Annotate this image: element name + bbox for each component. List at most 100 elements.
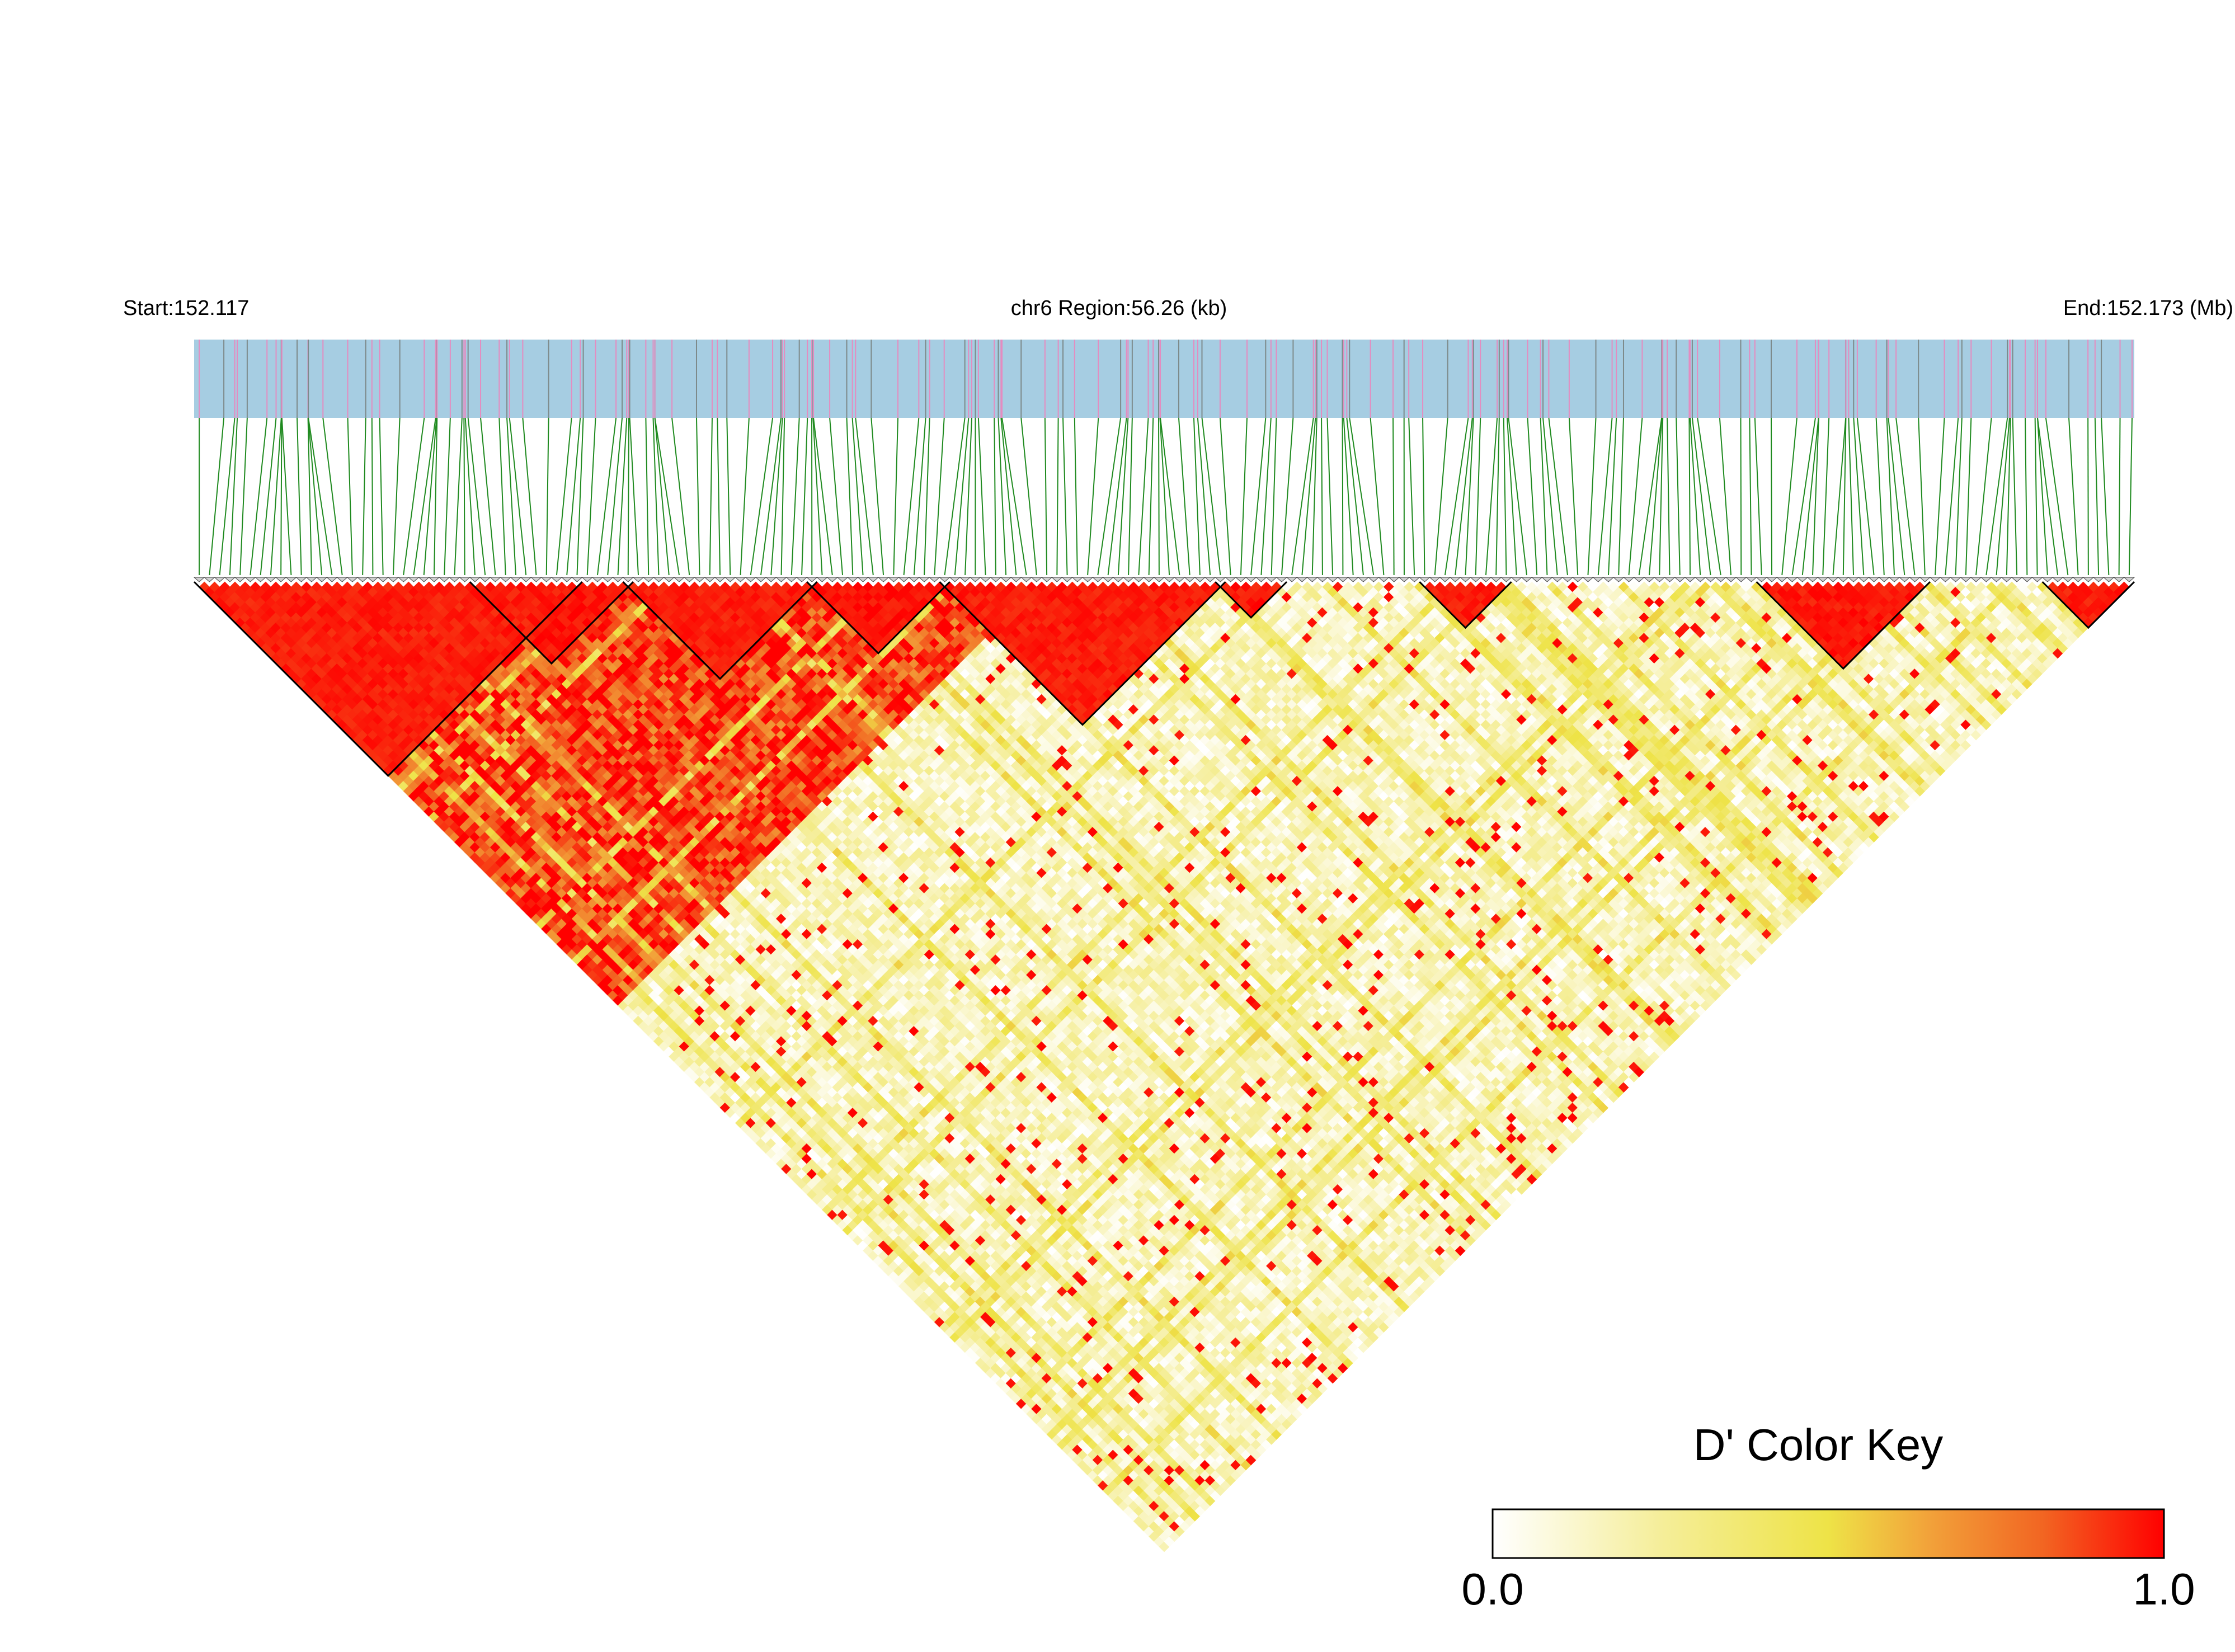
snp-connector	[2013, 418, 2017, 575]
snp-connector	[1541, 418, 1547, 575]
snp-connector	[1528, 418, 1537, 575]
snp-connector	[1409, 418, 1414, 575]
snp-connector	[813, 418, 822, 575]
snp-connector	[1282, 418, 1293, 575]
snp-connector	[1160, 418, 1179, 575]
snp-connector	[1220, 418, 1231, 575]
snp-connector	[261, 418, 276, 575]
snp-connector	[994, 418, 996, 575]
snp-connector	[510, 418, 526, 575]
snp-connector	[1588, 418, 1596, 575]
snp-connector	[1935, 418, 1944, 575]
snp-connector	[1508, 418, 1527, 575]
snp-connector	[1543, 418, 1558, 575]
snp-connector	[1966, 418, 1971, 575]
snp-connector	[802, 418, 807, 575]
snp-connector	[672, 418, 689, 575]
snp-connector	[1251, 418, 1265, 575]
snp-connector	[1496, 418, 1499, 575]
snp-connector	[1476, 418, 1481, 575]
snp-connector	[608, 418, 622, 575]
snp-connector	[1344, 418, 1353, 575]
snp-connector	[1549, 418, 1568, 575]
snp-connector	[2046, 418, 2068, 575]
snp-connector	[1088, 418, 1098, 575]
snp-connector	[1740, 418, 1741, 575]
snp-connector	[1857, 418, 1874, 575]
snp-connector-lines	[199, 418, 2132, 575]
snp-connector	[597, 418, 616, 575]
snp-connector	[847, 418, 853, 575]
snp-connector	[444, 418, 450, 575]
snp-connector	[697, 418, 700, 575]
snp-connector	[1569, 418, 1578, 575]
snp-connector	[1075, 418, 1077, 575]
snp-connector	[240, 418, 247, 575]
snp-connector	[978, 418, 986, 575]
snp-connector	[1782, 418, 1797, 575]
snp-connector	[1179, 418, 1190, 575]
snp-connector	[871, 418, 883, 575]
snp-connector	[1689, 418, 1690, 575]
snp-connector	[1667, 418, 1669, 575]
region-title-label: chr6 Region:56.26 (kb)	[1011, 296, 1227, 320]
snp-connector	[1771, 418, 1772, 575]
snp-connector	[710, 418, 712, 575]
snp-connector	[1118, 418, 1128, 575]
snp-connector	[761, 418, 781, 575]
snp-connector	[454, 418, 462, 575]
snp-connector	[403, 418, 424, 575]
snp-connector	[1160, 418, 1169, 575]
snp-connector	[893, 418, 898, 575]
snp-connector	[630, 418, 638, 575]
snp-connector	[830, 418, 843, 575]
region-end-label: End:152.173 (Mb)	[2063, 296, 2233, 320]
snp-connector	[1128, 418, 1132, 575]
snp-connector	[2025, 418, 2027, 575]
snp-connector	[1853, 418, 1864, 575]
snp-connector	[1618, 418, 1624, 575]
snp-connector	[1349, 418, 1373, 575]
snp-connector	[1321, 418, 1323, 575]
snp-connector	[1393, 418, 1394, 575]
snp-connector	[998, 418, 1006, 575]
snp-connector	[1823, 418, 1829, 575]
snp-connector	[727, 418, 730, 575]
snp-connector	[1749, 418, 1751, 575]
snp-connector	[1918, 418, 1925, 575]
snp-connector	[297, 418, 302, 575]
snp-connector	[1423, 418, 1424, 575]
snp-connector	[1063, 418, 1067, 575]
snp-connector	[792, 418, 799, 575]
snp-connector	[1045, 418, 1047, 575]
snp-connector	[1445, 418, 1468, 575]
snp-connector	[2129, 418, 2132, 575]
snp-connector	[751, 418, 773, 575]
snp-connector	[1327, 418, 1333, 575]
snp-connector	[1435, 418, 1448, 575]
snp-connector	[1629, 418, 1642, 575]
snp-connector	[1639, 418, 1662, 575]
snp-connector	[1507, 418, 1517, 575]
snp-connector	[323, 418, 342, 575]
snp-connector	[250, 418, 267, 575]
snp-connector	[282, 418, 291, 575]
snp-connector	[1347, 418, 1363, 575]
snp-connector	[904, 418, 919, 575]
snp-connector	[1202, 418, 1220, 575]
snp-connector	[2069, 418, 2078, 575]
snp-connector	[914, 418, 926, 575]
snp-connector	[523, 418, 536, 575]
snp-connector	[587, 418, 596, 575]
snp-connector	[230, 418, 237, 575]
snp-connector	[393, 418, 400, 575]
snp-connector	[372, 418, 373, 575]
snp-connector	[1504, 418, 1507, 575]
snp-connector	[1792, 418, 1815, 575]
snp-connector	[271, 418, 281, 575]
snp-connector	[934, 418, 944, 575]
snp-connector	[2119, 418, 2120, 575]
snp-connector	[618, 418, 627, 575]
snp-connector	[1138, 418, 1148, 575]
